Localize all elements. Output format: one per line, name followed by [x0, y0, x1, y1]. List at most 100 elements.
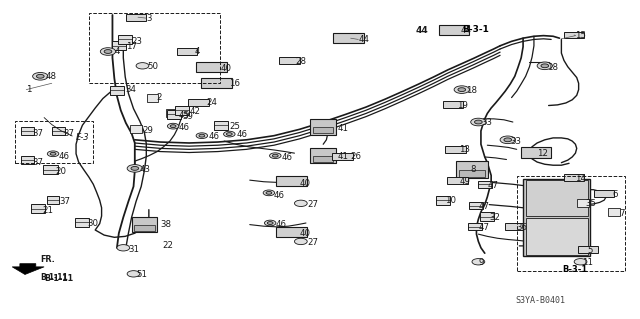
Bar	[447, 177, 467, 184]
Bar	[276, 176, 307, 186]
Circle shape	[227, 133, 232, 136]
Bar	[279, 57, 300, 64]
Text: 46: 46	[282, 153, 292, 162]
Text: 1: 1	[26, 85, 32, 94]
Bar	[134, 225, 155, 231]
Polygon shape	[12, 264, 44, 274]
Bar	[126, 14, 147, 21]
Text: 36: 36	[516, 223, 528, 232]
Text: 7: 7	[619, 209, 625, 218]
Bar	[480, 212, 494, 221]
Text: 19: 19	[457, 101, 468, 110]
Bar	[310, 148, 336, 163]
Text: 9: 9	[478, 258, 484, 267]
Circle shape	[458, 88, 466, 92]
Circle shape	[47, 151, 59, 157]
Bar	[523, 179, 590, 256]
Bar	[594, 190, 614, 197]
Text: 37: 37	[33, 129, 44, 138]
Bar	[439, 25, 469, 35]
Bar	[177, 48, 197, 55]
Text: B-1-11: B-1-11	[40, 273, 68, 282]
Text: 46: 46	[275, 220, 286, 229]
Text: E-3: E-3	[76, 133, 90, 142]
Bar	[443, 101, 463, 108]
Bar	[132, 217, 157, 232]
Bar	[578, 246, 598, 253]
Text: 12: 12	[537, 149, 548, 158]
Text: 51: 51	[136, 270, 147, 279]
Circle shape	[470, 118, 486, 126]
Text: S3YA-B0401: S3YA-B0401	[515, 296, 565, 305]
Text: 41: 41	[338, 124, 349, 133]
Bar	[445, 146, 466, 153]
Circle shape	[199, 134, 205, 137]
Text: 35: 35	[585, 199, 596, 208]
Circle shape	[196, 133, 207, 138]
Bar	[525, 181, 588, 216]
Text: 18: 18	[547, 63, 558, 72]
Bar	[31, 204, 45, 213]
Circle shape	[474, 120, 482, 124]
Circle shape	[100, 48, 116, 55]
Text: 40: 40	[300, 179, 310, 188]
Bar	[459, 170, 485, 177]
Text: 40: 40	[221, 63, 232, 72]
Bar	[201, 78, 232, 88]
Text: B-3-1: B-3-1	[563, 264, 588, 274]
Text: 18: 18	[466, 86, 477, 95]
Text: B-3-1: B-3-1	[462, 25, 489, 34]
Text: 6: 6	[612, 190, 618, 199]
Bar	[76, 218, 90, 227]
Text: 22: 22	[163, 241, 173, 250]
Text: 14: 14	[575, 174, 586, 183]
Circle shape	[266, 191, 272, 194]
Text: 24: 24	[206, 98, 218, 107]
Bar	[175, 106, 189, 115]
Text: 42: 42	[189, 107, 201, 116]
Text: 46: 46	[208, 132, 220, 141]
Text: 41: 41	[338, 152, 349, 161]
Circle shape	[537, 62, 552, 70]
Bar	[110, 86, 124, 95]
Text: 27: 27	[307, 238, 318, 247]
Bar	[564, 174, 584, 182]
Text: 5: 5	[587, 246, 593, 255]
Bar	[436, 196, 450, 204]
Bar	[333, 33, 364, 43]
Text: 37: 37	[63, 129, 74, 138]
Text: 47: 47	[478, 202, 490, 211]
Bar	[214, 121, 228, 130]
Text: 2: 2	[156, 93, 161, 102]
Text: 26: 26	[351, 152, 362, 161]
Bar	[332, 153, 353, 160]
Text: 46: 46	[58, 152, 69, 161]
Circle shape	[50, 152, 56, 155]
Bar	[168, 110, 181, 119]
Bar	[525, 218, 588, 255]
Bar	[166, 109, 177, 117]
Circle shape	[170, 125, 176, 128]
Text: 43: 43	[140, 165, 151, 174]
Bar	[564, 32, 584, 39]
Bar	[577, 199, 589, 207]
Circle shape	[223, 131, 235, 137]
Bar	[276, 227, 307, 237]
Circle shape	[36, 74, 44, 78]
Text: 16: 16	[229, 79, 240, 88]
Text: 49: 49	[460, 177, 470, 186]
Bar	[147, 93, 159, 101]
Circle shape	[117, 245, 130, 251]
Bar	[516, 176, 625, 271]
Text: 25: 25	[229, 122, 240, 131]
Text: 44: 44	[416, 26, 429, 35]
Circle shape	[33, 72, 48, 80]
Text: 47: 47	[487, 181, 499, 190]
Text: 11: 11	[582, 258, 593, 267]
Bar	[477, 181, 492, 188]
Text: 10: 10	[445, 196, 456, 205]
Circle shape	[294, 238, 307, 245]
Text: 31: 31	[129, 245, 140, 254]
Text: 47: 47	[478, 223, 490, 232]
Circle shape	[268, 222, 273, 225]
